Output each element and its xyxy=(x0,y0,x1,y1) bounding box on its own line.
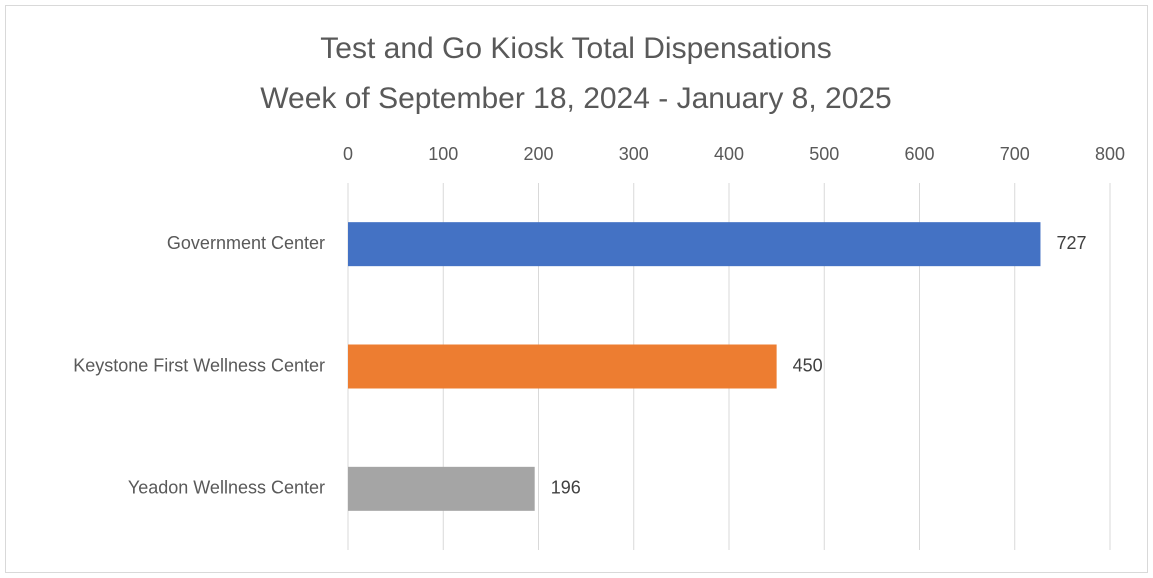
x-tick-label: 100 xyxy=(428,144,458,164)
category-label: Yeadon Wellness Center xyxy=(128,478,325,498)
data-label: 727 xyxy=(1056,233,1086,253)
category-label: Government Center xyxy=(167,233,325,253)
data-label: 450 xyxy=(793,355,823,375)
x-tick-label: 500 xyxy=(809,144,839,164)
x-tick-label: 700 xyxy=(1000,144,1030,164)
data-label: 196 xyxy=(551,478,581,498)
bar xyxy=(348,222,1041,267)
x-tick-label: 300 xyxy=(619,144,649,164)
bar xyxy=(348,466,535,511)
bar xyxy=(348,344,777,389)
x-tick-label: 600 xyxy=(904,144,934,164)
chart-subtitle: Week of September 18, 2024 - January 8, … xyxy=(260,82,892,115)
category-label: Keystone First Wellness Center xyxy=(73,355,325,375)
chart-title: Test and Go Kiosk Total Dispensations xyxy=(320,32,831,65)
chart-border xyxy=(5,5,1148,573)
x-tick-label: 400 xyxy=(714,144,744,164)
x-tick-label: 200 xyxy=(523,144,553,164)
x-tick-label: 0 xyxy=(343,144,353,164)
x-tick-label: 800 xyxy=(1095,144,1125,164)
